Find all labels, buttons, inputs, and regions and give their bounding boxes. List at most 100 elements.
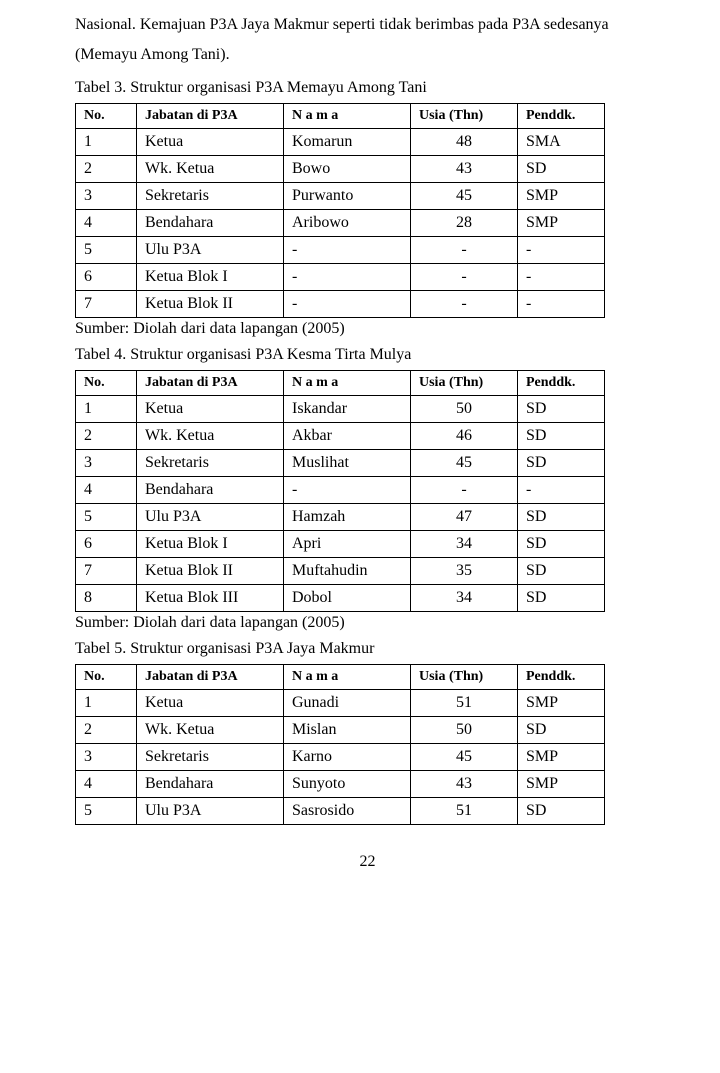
page-number: 22 (75, 853, 660, 871)
cell-nama: Dobol (284, 584, 411, 611)
table-row: 3SekretarisPurwanto45SMP (76, 182, 605, 209)
table-row: 5Ulu P3AHamzah47SD (76, 503, 605, 530)
cell-jabatan: Wk. Ketua (137, 155, 284, 182)
cell-no: 1 (76, 689, 137, 716)
th-usia: Usia (Thn) (411, 370, 518, 395)
intro-text-1: Nasional. Kemajuan P3A Jaya Makmur seper… (75, 16, 609, 33)
cell-jabatan: Ketua (137, 128, 284, 155)
cell-no: 6 (76, 530, 137, 557)
cell-nama: - (284, 476, 411, 503)
cell-penddk: SMP (518, 182, 605, 209)
cell-penddk: SMA (518, 128, 605, 155)
cell-no: 1 (76, 395, 137, 422)
cell-jabatan: Ketua (137, 689, 284, 716)
cell-penddk: SD (518, 797, 605, 824)
cell-no: 2 (76, 155, 137, 182)
th-nama: N a m a (284, 103, 411, 128)
cell-nama: Muslihat (284, 449, 411, 476)
cell-no: 8 (76, 584, 137, 611)
cell-nama: - (284, 236, 411, 263)
cell-nama: Hamzah (284, 503, 411, 530)
cell-no: 1 (76, 128, 137, 155)
cell-jabatan: Ketua Blok II (137, 557, 284, 584)
cell-no: 2 (76, 716, 137, 743)
cell-nama: Sasrosido (284, 797, 411, 824)
cell-penddk: SMP (518, 770, 605, 797)
cell-nama: Aribowo (284, 209, 411, 236)
cell-jabatan: Sekretaris (137, 182, 284, 209)
table5-header-row: No. Jabatan di P3A N a m a Usia (Thn) Pe… (76, 664, 605, 689)
cell-jabatan: Ulu P3A (137, 236, 284, 263)
th-penddk: Penddk. (518, 103, 605, 128)
cell-usia: 34 (411, 530, 518, 557)
cell-jabatan: Bendahara (137, 209, 284, 236)
cell-jabatan: Sekretaris (137, 743, 284, 770)
cell-no: 4 (76, 770, 137, 797)
th-no: No. (76, 103, 137, 128)
th-no: No. (76, 664, 137, 689)
table-row: 4BendaharaAribowo28SMP (76, 209, 605, 236)
cell-penddk: SD (518, 155, 605, 182)
cell-penddk: SD (518, 422, 605, 449)
th-jabatan: Jabatan di P3A (137, 370, 284, 395)
intro-text-2: (Memayu Among Tani). (75, 46, 230, 63)
cell-usia: 45 (411, 182, 518, 209)
cell-no: 7 (76, 290, 137, 317)
cell-jabatan: Sekretaris (137, 449, 284, 476)
cell-no: 3 (76, 743, 137, 770)
table-row: 7Ketua Blok II--- (76, 290, 605, 317)
table-row: 5Ulu P3ASasrosido51SD (76, 797, 605, 824)
th-jabatan: Jabatan di P3A (137, 664, 284, 689)
cell-usia: 28 (411, 209, 518, 236)
cell-jabatan: Ketua Blok I (137, 530, 284, 557)
cell-jabatan: Bendahara (137, 476, 284, 503)
cell-penddk: - (518, 476, 605, 503)
table4-source: Sumber: Diolah dari data lapangan (2005) (75, 614, 660, 632)
table-row: 3SekretarisMuslihat45SD (76, 449, 605, 476)
cell-no: 2 (76, 422, 137, 449)
cell-usia: 43 (411, 155, 518, 182)
th-nama: N a m a (284, 664, 411, 689)
cell-no: 5 (76, 236, 137, 263)
cell-no: 3 (76, 449, 137, 476)
th-penddk: Penddk. (518, 664, 605, 689)
cell-usia: 35 (411, 557, 518, 584)
cell-usia: 51 (411, 797, 518, 824)
cell-penddk: SMP (518, 743, 605, 770)
cell-penddk: SD (518, 716, 605, 743)
cell-usia: 46 (411, 422, 518, 449)
table-row: 2Wk. KetuaBowo43SD (76, 155, 605, 182)
cell-usia: - (411, 263, 518, 290)
cell-no: 3 (76, 182, 137, 209)
cell-penddk: - (518, 290, 605, 317)
th-usia: Usia (Thn) (411, 664, 518, 689)
cell-jabatan: Ulu P3A (137, 797, 284, 824)
table-row: 7Ketua Blok IIMuftahudin35SD (76, 557, 605, 584)
cell-usia: 50 (411, 716, 518, 743)
th-jabatan: Jabatan di P3A (137, 103, 284, 128)
cell-nama: Akbar (284, 422, 411, 449)
cell-penddk: SD (518, 395, 605, 422)
table3-source: Sumber: Diolah dari data lapangan (2005) (75, 320, 660, 338)
table3-header-row: No. Jabatan di P3A N a m a Usia (Thn) Pe… (76, 103, 605, 128)
table-row: 6Ketua Blok I--- (76, 263, 605, 290)
table-row: 1KetuaIskandar50SD (76, 395, 605, 422)
cell-no: 5 (76, 503, 137, 530)
cell-no: 4 (76, 209, 137, 236)
cell-nama: Sunyoto (284, 770, 411, 797)
cell-nama: Muftahudin (284, 557, 411, 584)
table-row: 4BendaharaSunyoto43SMP (76, 770, 605, 797)
cell-usia: - (411, 236, 518, 263)
cell-nama: Purwanto (284, 182, 411, 209)
intro-paragraph: Nasional. Kemajuan P3A Jaya Makmur seper… (75, 10, 660, 71)
th-usia: Usia (Thn) (411, 103, 518, 128)
cell-penddk: SD (518, 449, 605, 476)
cell-no: 7 (76, 557, 137, 584)
cell-no: 4 (76, 476, 137, 503)
cell-penddk: - (518, 263, 605, 290)
table-row: 4Bendahara--- (76, 476, 605, 503)
cell-jabatan: Ketua Blok II (137, 290, 284, 317)
table4: No. Jabatan di P3A N a m a Usia (Thn) Pe… (75, 370, 605, 612)
cell-no: 5 (76, 797, 137, 824)
cell-penddk: SMP (518, 209, 605, 236)
